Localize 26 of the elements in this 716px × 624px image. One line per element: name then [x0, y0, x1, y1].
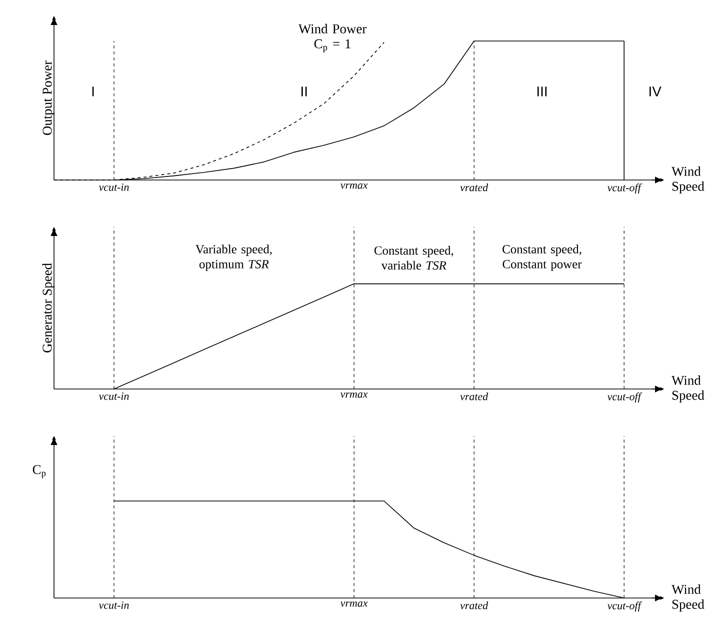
text: Constant speed, variable TSR	[374, 246, 454, 270]
x-axis-title: Wind Speed	[672, 375, 704, 403]
x-tick-label: vcut-off	[608, 184, 642, 194]
annotation: IV	[650, 86, 662, 96]
x-tick-label: vcut-in	[98, 392, 129, 400]
annotation: III	[537, 86, 547, 96]
y-axis-title: Output Power	[42, 60, 54, 135]
y-axis-title: Generator Speed	[42, 263, 54, 352]
series-label: Wind Power C$_{p}$ = 1	[298, 24, 367, 52]
x-tick-label: vrated	[460, 184, 488, 192]
text: Constant speed, Constant power	[502, 244, 582, 271]
x-tick-label: vcut-off	[608, 392, 642, 403]
annotation: I	[92, 86, 94, 96]
y-axis-title: C$_{p}$	[32, 465, 46, 478]
x-tick-label: vrmax	[340, 392, 368, 398]
x-axis-title: Wind Speed	[672, 166, 704, 194]
x-tick-label: vrmax	[340, 184, 368, 189]
x-tick-label: vcut-in	[98, 184, 129, 191]
x-tick-label: vcut-off	[608, 602, 642, 612]
x-tick-label: vcut-in	[98, 602, 129, 609]
x-tick-label: vrated	[460, 602, 488, 610]
x-tick-label: vrated	[460, 392, 488, 400]
x-tick-label: vrmax	[340, 602, 368, 607]
annotation: II	[302, 86, 307, 96]
text: Variable speed, optimum TSR	[196, 244, 272, 271]
x-axis-title: Wind Speed	[672, 584, 704, 612]
